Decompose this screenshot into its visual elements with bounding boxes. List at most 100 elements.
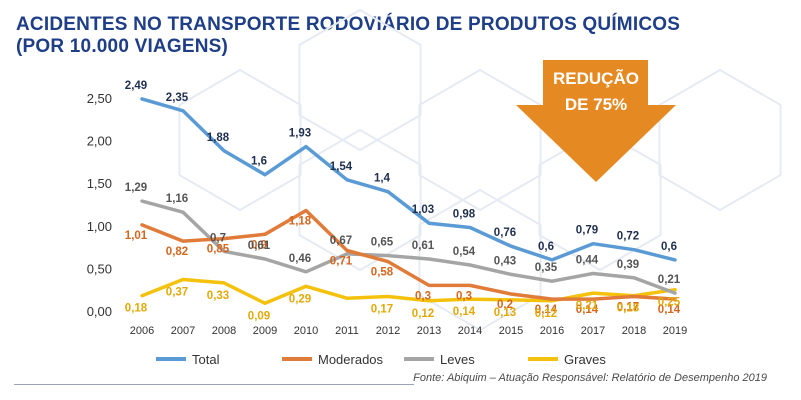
data-label-leves: 1,16 xyxy=(166,193,188,205)
x-tick-label: 2016 xyxy=(540,325,564,337)
x-tick-label: 2014 xyxy=(458,325,482,337)
data-label-leves: 1,29 xyxy=(125,182,147,194)
down-arrow-icon xyxy=(516,60,676,182)
data-label-moderados: 0,3 xyxy=(415,290,431,302)
data-label-graves: 0,33 xyxy=(207,290,229,302)
legend-label-total: Total xyxy=(192,352,220,367)
data-label-moderados: 0,14 xyxy=(576,304,599,316)
data-label-graves: 0,14 xyxy=(453,306,476,318)
data-label-leves: 0,67 xyxy=(330,235,352,247)
data-label-leves: 0,54 xyxy=(453,246,476,258)
background-hexagon xyxy=(178,68,302,212)
data-label-moderados: 0,14 xyxy=(658,304,681,316)
y-tick-label: 0,00 xyxy=(87,304,112,319)
background-hexagon xyxy=(418,188,542,332)
source-note: Fonte: Abiquim – Atuação Responsável: Re… xyxy=(413,372,767,384)
x-tick-label: 2013 xyxy=(417,325,441,337)
data-label-graves: 0,29 xyxy=(289,293,311,305)
data-label-moderados: 0,17 xyxy=(617,302,639,314)
data-label-leves: 0,43 xyxy=(494,255,516,267)
data-label-leves: 0,21 xyxy=(658,274,681,286)
data-label-leves: 0,39 xyxy=(617,259,639,271)
data-label-graves: 0,25 xyxy=(658,297,681,309)
chart-title: ACIDENTES NO TRANSPORTE RODOVIÁRIO DE PR… xyxy=(16,14,681,35)
callout-line2: DE 75% xyxy=(565,95,627,114)
data-label-moderados: 0,9 xyxy=(251,239,267,251)
data-label-total: 2,35 xyxy=(166,92,189,104)
data-label-moderados: 0,2 xyxy=(497,299,513,311)
data-label-moderados: 1,18 xyxy=(289,215,312,227)
data-label-total: 1,54 xyxy=(330,161,353,173)
data-label-total: 0,6 xyxy=(538,241,554,253)
series-line-graves xyxy=(140,277,677,306)
data-label-leves: 0,61 xyxy=(248,240,271,252)
y-tick-label: 0,50 xyxy=(87,261,112,276)
y-tick-label: 1,50 xyxy=(87,176,112,191)
series-line-total xyxy=(140,97,677,262)
background-hexagon xyxy=(298,8,422,152)
legend: Total Moderados Leves Graves xyxy=(156,352,606,367)
data-labels: 2,49 2,35 1,88 1,6 1,93 1,54 1,4 1,03 0,98 0,76 0,… xyxy=(125,80,681,322)
data-label-moderados: 0,71 xyxy=(330,256,353,268)
data-label-moderados: 0,82 xyxy=(166,246,188,258)
y-tick-label: 1,00 xyxy=(87,219,112,234)
data-label-moderados: 1,01 xyxy=(125,230,148,242)
x-tick-label: 2006 xyxy=(130,325,154,337)
callout-line1: REDUÇÃO xyxy=(553,68,639,88)
x-tick-label: 2017 xyxy=(581,325,605,337)
data-label-total: 0,76 xyxy=(494,227,516,239)
data-label-total: 0,6 xyxy=(661,241,677,253)
data-label-graves: 0,09 xyxy=(248,310,270,322)
data-label-moderados: 0,85 xyxy=(207,244,230,256)
data-label-total: 1,88 xyxy=(207,132,230,144)
data-label-graves: 0,21 xyxy=(576,300,599,312)
data-label-leves: 0,46 xyxy=(289,253,311,265)
legend-label-leves: Leves xyxy=(440,352,475,367)
series-line-leves xyxy=(140,199,677,295)
data-label-total: 0,79 xyxy=(576,225,598,237)
x-tick-label: 2008 xyxy=(212,325,236,337)
y-tick-label: 2,00 xyxy=(87,134,112,149)
data-label-total: 1,03 xyxy=(412,204,434,216)
data-label-total: 1,4 xyxy=(374,173,391,185)
data-label-graves: 0,12 xyxy=(412,308,434,320)
source-divider xyxy=(14,384,414,385)
series-line-moderados xyxy=(140,208,677,301)
data-label-total: 1,93 xyxy=(289,128,311,140)
x-tick-label: 2012 xyxy=(376,325,400,337)
data-label-leves: 0,44 xyxy=(576,255,599,267)
legend-label-graves: Graves xyxy=(564,352,606,367)
chart-subtitle: (POR 10.000 VIAGENS) xyxy=(16,36,229,57)
data-label-graves: 0,18 xyxy=(125,303,148,315)
reduction-callout: REDUÇÃO DE 75% xyxy=(516,60,676,182)
data-label-total: 2,49 xyxy=(125,80,147,92)
y-tick-label: 2,50 xyxy=(87,91,112,106)
x-tick-label: 2009 xyxy=(253,325,277,337)
data-label-graves: 0,18 xyxy=(617,303,640,315)
x-tick-label: 2010 xyxy=(294,325,318,337)
data-label-leves: 0,61 xyxy=(412,240,435,252)
axes: 0,00 0,50 1,00 1,50 2,00 2,50 2006 2007 2008 2009… xyxy=(87,91,688,337)
data-label-leves: 0,65 xyxy=(371,237,394,249)
data-label-graves: 0,37 xyxy=(166,286,188,298)
data-label-leves: 0,7 xyxy=(210,232,226,244)
legend-label-moderados: Moderados xyxy=(318,352,384,367)
x-tick-label: 2015 xyxy=(499,325,523,337)
series-group xyxy=(140,97,677,306)
data-label-moderados: 0,58 xyxy=(371,267,394,279)
x-tick-label: 2019 xyxy=(663,325,687,337)
data-label-graves: 0,12 xyxy=(535,308,557,320)
x-tick-label: 2018 xyxy=(622,325,646,337)
background-hexagon xyxy=(538,128,662,272)
data-label-leves: 0,35 xyxy=(535,262,558,274)
x-tick-label: 2007 xyxy=(171,325,195,337)
background-hexagon xyxy=(658,68,782,212)
data-label-graves: 0,17 xyxy=(371,304,393,316)
data-label-graves: 0,13 xyxy=(494,307,516,319)
data-label-total: 0,72 xyxy=(617,231,639,243)
data-label-moderados: 0,3 xyxy=(456,290,472,302)
data-label-total: 1,6 xyxy=(251,156,267,168)
data-label-moderados: 0,14 xyxy=(535,304,558,316)
data-label-total: 0,98 xyxy=(453,209,476,221)
